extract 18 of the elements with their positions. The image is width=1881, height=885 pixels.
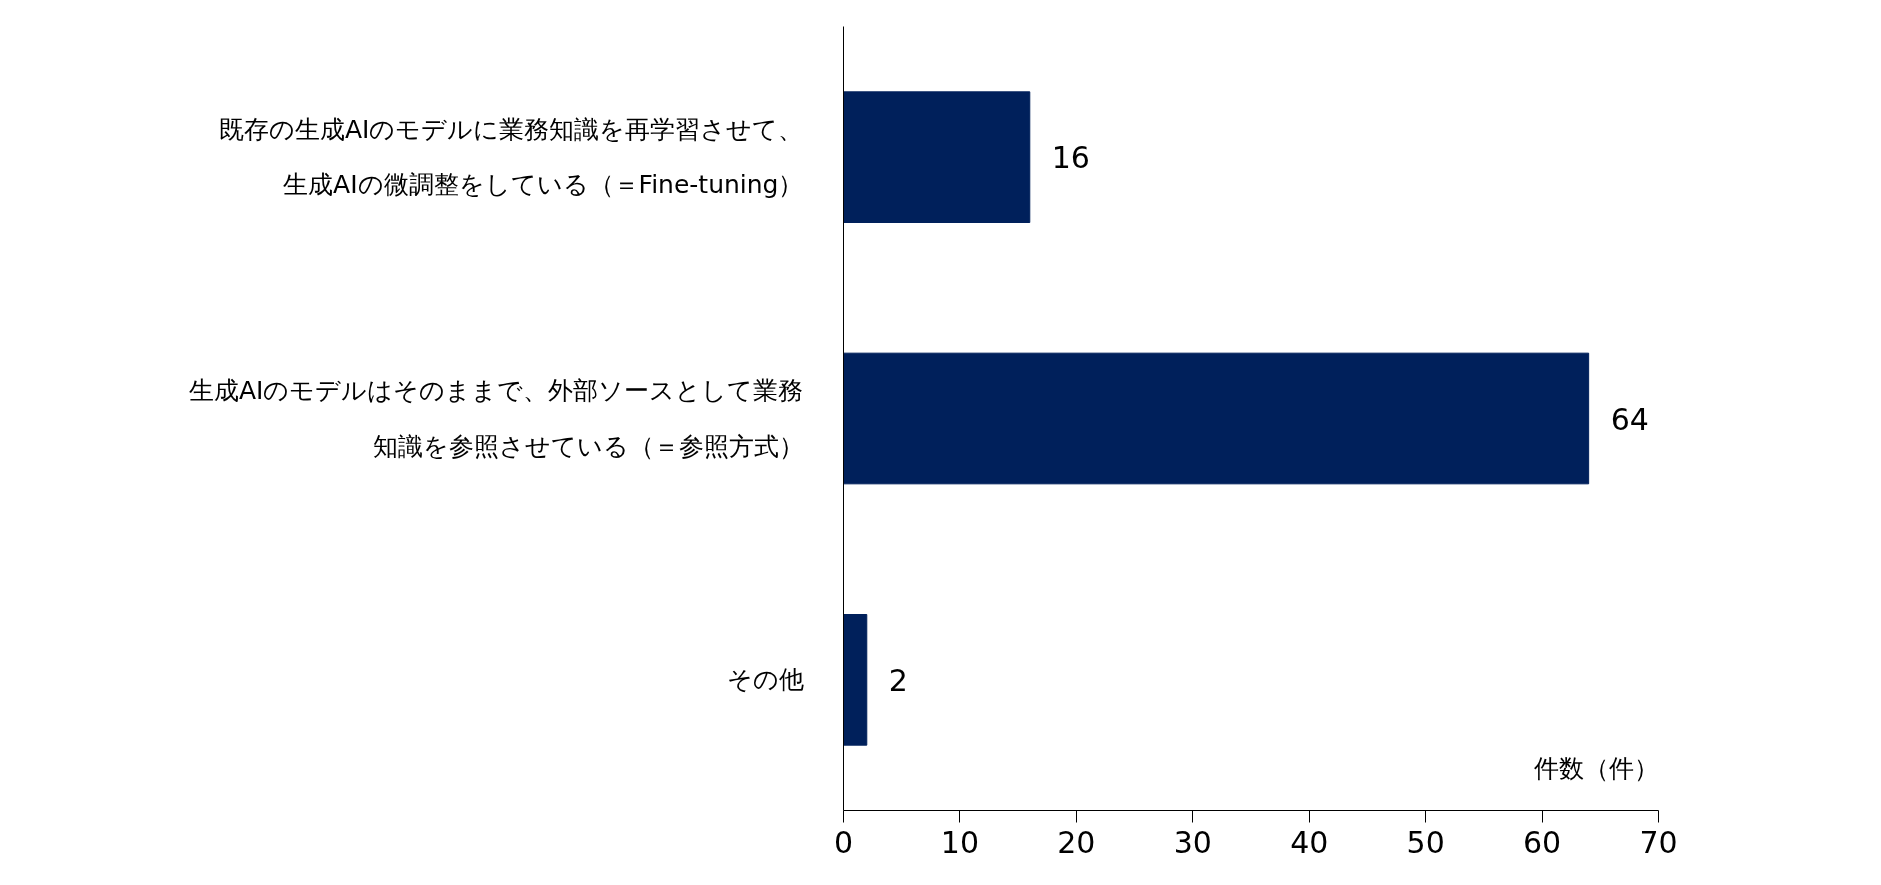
- x-tick-label: 50: [1406, 824, 1445, 860]
- bar: [843, 91, 1031, 223]
- x-tick-label: 20: [1057, 824, 1096, 860]
- data-label: 2: [888, 662, 908, 698]
- x-tick-label: 0: [833, 824, 854, 860]
- data-label: 16: [1051, 140, 1090, 176]
- x-tick-label: 60: [1522, 824, 1562, 860]
- y-tick-label: 既存の生成AIのモデルに業務知識を再学習させて、生成AIの微調整をしている（＝Fine-tuning）: [219, 115, 804, 200]
- x-axis-title: 件数（件）: [1533, 754, 1659, 784]
- data-label: 64: [1610, 401, 1649, 437]
- bar: [843, 614, 868, 746]
- x-tick-label: 30: [1173, 824, 1212, 860]
- x-tick-label: 40: [1290, 824, 1329, 860]
- x-tick-label: 70: [1639, 824, 1678, 860]
- bar: [843, 352, 1590, 485]
- y-tick-label: 生成AIのモデルはそのままで、外部ソースとして業務知識を参照させている（＝参照方式）: [189, 376, 804, 461]
- y-tick-label: その他: [726, 665, 804, 695]
- x-tick-label: 10: [940, 824, 980, 860]
